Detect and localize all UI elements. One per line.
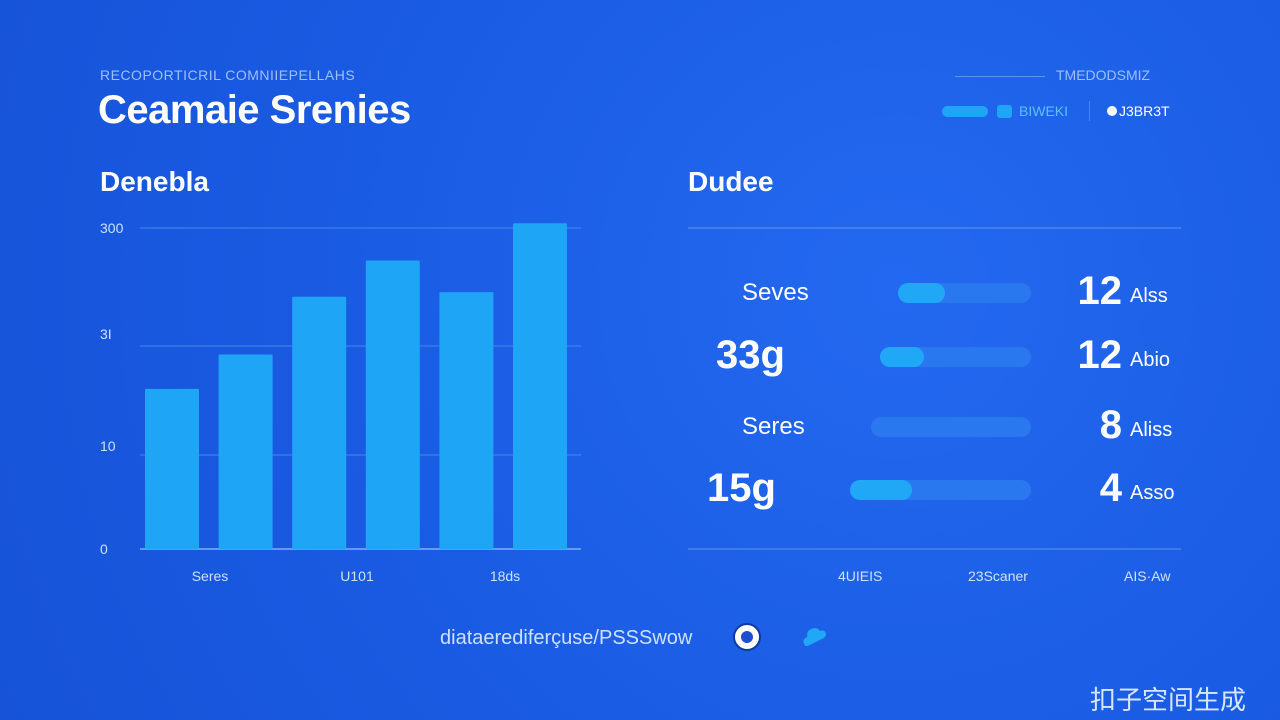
row-progress-track xyxy=(850,480,1031,500)
row-value: 12 xyxy=(1077,333,1123,377)
row-value: 12 xyxy=(1077,269,1123,313)
row-unit: Abio xyxy=(1130,349,1171,371)
y-tick-label: 10 xyxy=(100,438,116,454)
right-panel-title: Dudee xyxy=(688,166,774,197)
y-tick-label: 300 xyxy=(100,220,124,236)
left-panel-title: Denebla xyxy=(100,166,209,197)
header-vertical-divider xyxy=(1089,101,1090,121)
watermark: 扣子空间生成 xyxy=(1090,685,1247,715)
right-footer-label-2: 23Scaner xyxy=(968,568,1028,584)
row-value: 8 xyxy=(1099,403,1122,447)
page-title: Ceamaie Srenies xyxy=(98,88,411,132)
row-progress-fill xyxy=(880,347,924,367)
header-divider-line xyxy=(955,76,1045,77)
bar-4[interactable] xyxy=(365,260,420,549)
bar-1[interactable] xyxy=(145,388,199,549)
y-tick-label: 0 xyxy=(100,541,108,557)
row-label: 15g xyxy=(707,466,776,510)
right-footer-label-1: 4UIEIS xyxy=(838,568,883,584)
bar-6[interactable] xyxy=(513,223,567,549)
status-dot-icon xyxy=(1107,106,1117,116)
row-progress-fill xyxy=(850,480,912,500)
row-progress-track xyxy=(898,283,1031,303)
cloud-icon xyxy=(803,628,826,646)
footer-source-text[interactable]: diataerediferçuse/PSSSwow xyxy=(440,627,693,649)
row-progress-track xyxy=(880,347,1031,367)
row-unit: Asso xyxy=(1130,482,1175,504)
row-label: Seves xyxy=(742,278,809,306)
row-value: 4 xyxy=(1099,466,1122,510)
series-toggle-pill[interactable] xyxy=(942,106,988,117)
bar-2[interactable] xyxy=(218,354,273,549)
crest-logo-inner xyxy=(741,631,753,643)
x-tick-label: Seres xyxy=(192,568,229,584)
row-label: 33g xyxy=(716,333,785,377)
row-label: Seres xyxy=(742,412,805,440)
row-unit: Aliss xyxy=(1130,419,1173,441)
row-progress-fill xyxy=(898,283,945,303)
header-right-label: TMEDODSMIZ xyxy=(1056,67,1151,83)
right-footer-label-3: AIS·Aw xyxy=(1124,568,1171,584)
series-toggle-swatch[interactable] xyxy=(997,105,1012,118)
y-tick-label: 3I xyxy=(100,326,112,342)
header-eyebrow: RECOPORTICRIL COMNIIEPELLAHS xyxy=(100,67,356,83)
x-tick-label: 18ds xyxy=(490,568,520,584)
series-toggle-label[interactable]: BIWEKI xyxy=(1019,103,1069,119)
status-dot-label: J3BR3T xyxy=(1119,103,1170,119)
row-progress-track xyxy=(871,417,1031,437)
row-unit: Alss xyxy=(1130,285,1168,307)
x-tick-label: U101 xyxy=(340,568,374,584)
bar-5[interactable] xyxy=(439,292,494,549)
bar-3[interactable] xyxy=(292,296,347,549)
